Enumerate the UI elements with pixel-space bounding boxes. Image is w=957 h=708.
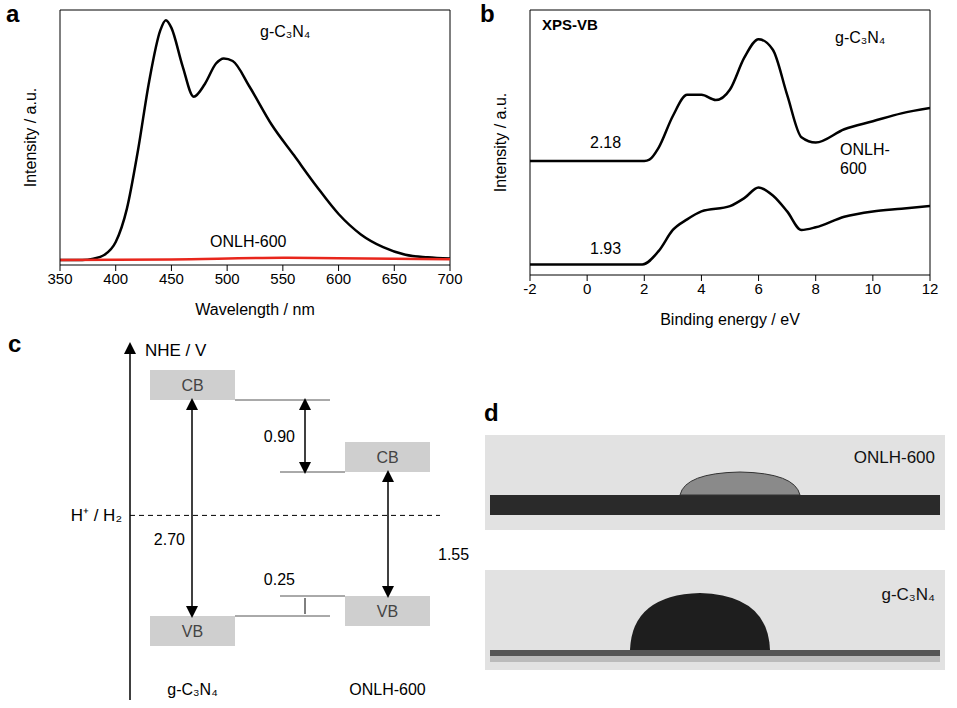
html-text:g-C₃N₄: g-C₃N₄ [260,23,311,40]
svg-text:350: 350 [47,270,72,287]
html-text:ONLH- 600: ONLH- 600 [840,141,890,177]
svg-text:500: 500 [215,270,240,287]
svg-text:400: 400 [103,270,128,287]
svg-text:6: 6 [754,280,762,297]
svg-text:4: 4 [697,280,705,297]
svg-text:1.55: 1.55 [438,546,469,563]
svg-text:Intensity / a.u.: Intensity / a.u. [22,88,39,188]
svg-text:2: 2 [640,280,648,297]
svg-text:0: 0 [583,280,591,297]
svg-text:d: d [484,399,499,426]
html-text:1.93: 1.93 [590,240,622,257]
svg-text:2.70: 2.70 [154,531,185,548]
svg-text:550: 550 [270,270,295,287]
svg-text:NHE / V: NHE / V [145,341,207,360]
svg-text:Intensity / a.u.: Intensity / a.u. [492,93,509,193]
svg-text:650: 650 [382,270,407,287]
svg-text:VB: VB [182,623,203,640]
svg-text:g-C₃N₄: g-C₃N₄ [881,585,935,604]
html-text:b: b [480,0,495,27]
html-text:2.18: 2.18 [590,134,622,151]
html-text:ONLH-600: ONLH-600 [210,233,287,250]
html-text:a: a [6,0,20,27]
svg-text:8: 8 [812,280,820,297]
svg-text:-2: -2 [523,280,536,297]
svg-text:CB: CB [181,377,203,394]
svg-text:ONLH-600: ONLH-600 [349,681,426,698]
svg-text:g-C₃N₄: g-C₃N₄ [167,681,217,698]
svg-text:12: 12 [922,280,939,297]
svg-text:c: c [8,330,21,357]
svg-text:10: 10 [865,280,882,297]
svg-text:0.90: 0.90 [264,428,295,445]
svg-text:ONLH-600: ONLH-600 [854,448,935,467]
svg-text:Binding energy / eV: Binding energy / eV [660,311,800,328]
html-text:g-C₃N₄: g-C₃N₄ [835,29,886,46]
html-text:XPS-VB: XPS-VB [542,16,598,33]
svg-text:700: 700 [437,270,462,287]
svg-text:0.25: 0.25 [264,571,295,588]
svg-text:450: 450 [159,270,184,287]
svg-text:CB: CB [376,449,398,466]
svg-text:VB: VB [377,603,398,620]
svg-text:600: 600 [326,270,351,287]
svg-text:H⁺ / H₂: H⁺ / H₂ [71,506,122,525]
svg-text:Wavelength / nm: Wavelength / nm [195,301,314,318]
